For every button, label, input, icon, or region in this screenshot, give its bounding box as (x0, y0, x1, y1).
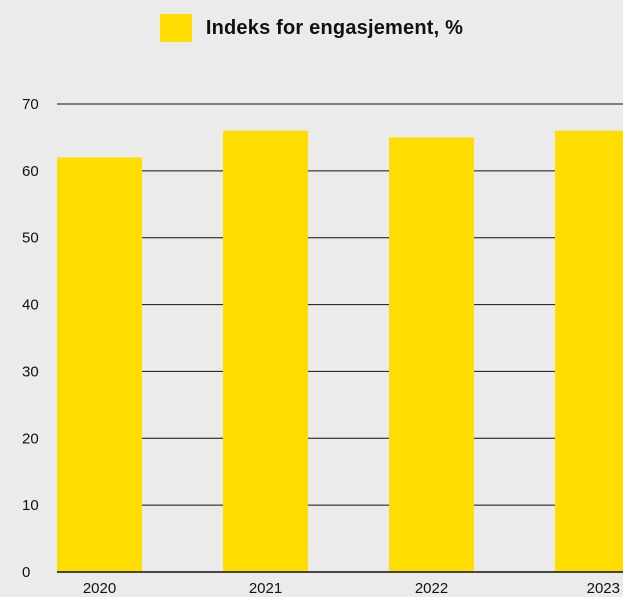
y-tick-label-30: 30 (22, 363, 39, 380)
legend-swatch (159, 14, 192, 42)
x-tick-label-2020: 2020 (83, 580, 116, 597)
bar-2021 (223, 130, 308, 572)
y-tick-label-20: 20 (22, 430, 39, 447)
y-tick-label-60: 60 (22, 163, 39, 180)
x-tick-label-2022: 2022 (415, 580, 448, 597)
y-tick-label-0: 0 (22, 564, 30, 581)
y-tick-label-40: 40 (22, 297, 39, 314)
x-tick-label-2023: 2023 (587, 580, 620, 597)
legend-label: Indeks for engasjement, % (205, 16, 464, 39)
bar-2020 (57, 157, 142, 572)
y-tick-label-70: 70 (22, 96, 39, 113)
y-tick-label-50: 50 (22, 230, 39, 247)
y-tick-label-10: 10 (22, 497, 39, 514)
bar-2023 (555, 130, 623, 572)
x-tick-label-2021: 2021 (249, 580, 282, 597)
legend: Indeks for engasjement, % (0, 14, 623, 42)
bar-2022 (389, 137, 474, 572)
